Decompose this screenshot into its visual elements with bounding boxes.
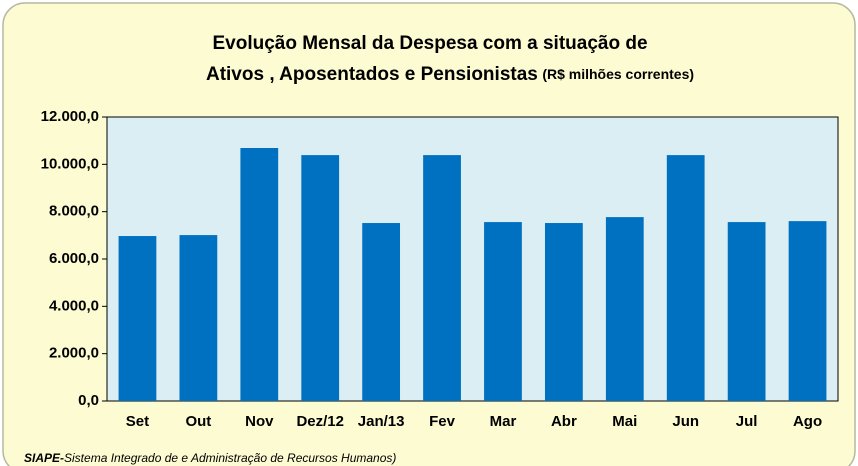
footnote-source: SIAPE- [24, 451, 64, 465]
y-tick-label: 4.000,0 [49, 297, 99, 314]
bar [484, 222, 522, 401]
bar [423, 155, 461, 401]
y-tick-label: 12.000,0 [41, 108, 99, 125]
x-tick-label: Dez/12 [296, 413, 344, 430]
bar [179, 235, 218, 401]
x-tick-label: Set [126, 413, 149, 430]
y-tick-label: 10.000,0 [41, 155, 99, 172]
y-tick-label: 8.000,0 [49, 203, 99, 220]
x-tick-label: Out [185, 413, 211, 430]
x-tick-label: Jul [736, 413, 758, 430]
bar [240, 148, 279, 401]
bar [605, 217, 644, 401]
plot-area [106, 116, 839, 402]
bar [301, 155, 340, 401]
y-tick-label: 2.000,0 [49, 345, 99, 362]
bar [118, 236, 157, 401]
chart-subtitle: (R$ milhões correntes) [542, 66, 694, 82]
bar [362, 223, 401, 401]
chart-title-line: Ativos , Aposentados e Pensionistas (R$ … [206, 64, 694, 85]
x-tick-label: Mai [612, 413, 637, 430]
x-tick-label: Nov [245, 413, 274, 430]
x-tick-label: Jan/13 [358, 413, 405, 430]
chart-title: Evolução Mensal da Despesa com a situaçã… [212, 33, 647, 54]
x-tick-label: Mar [490, 413, 517, 430]
bar [666, 155, 705, 401]
footnote-text: Sistema Integrado de e Administração de … [64, 451, 396, 465]
x-tick-label: Ago [793, 413, 822, 430]
y-tick-label: 0,0 [78, 392, 99, 409]
x-tick-label: Fev [429, 413, 456, 430]
y-tick-label: 6.000,0 [49, 250, 99, 267]
x-tick-label: Abr [551, 413, 577, 430]
footnote: SIAPE-Sistema Integrado de e Administraç… [24, 451, 396, 465]
chart-title-2: Ativos , Aposentados e Pensionistas [206, 64, 538, 85]
bar [727, 222, 766, 401]
x-tick-label: Jun [672, 413, 699, 430]
bar [788, 221, 827, 401]
bar [544, 223, 583, 401]
